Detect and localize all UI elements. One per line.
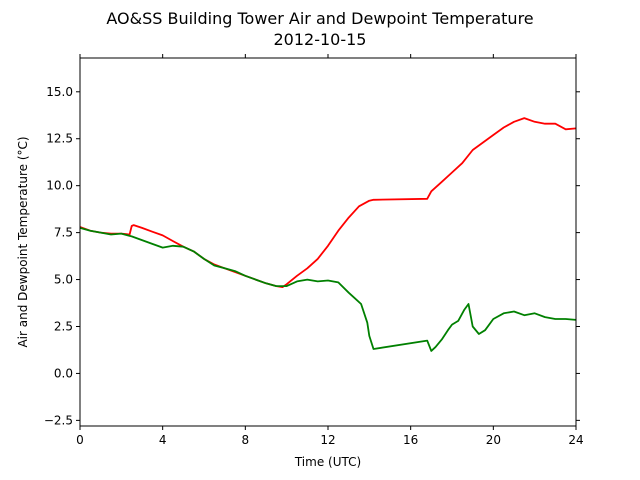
x-axis-ticks: 0 4 8 12 16 20 24	[76, 54, 584, 447]
chart-subtitle: 2012-10-15	[274, 30, 367, 49]
x-tick-label: 4	[159, 433, 167, 447]
y-tick-label: 12.5	[46, 132, 73, 146]
x-tick-label: 24	[568, 433, 583, 447]
series-line-2	[79, 227, 577, 352]
y-axis-ticks: −2.5 0.0 2.5 5.0 7.5 10.0 12.5 15.0	[44, 85, 580, 427]
y-axis-label: Air and Dewpoint Temperature (°C)	[16, 136, 30, 347]
series-line-1	[79, 117, 577, 289]
x-tick-label: 16	[403, 433, 418, 447]
x-axis-label: Time (UTC)	[294, 455, 361, 469]
x-tick-label: 12	[320, 433, 335, 447]
x-tick-label: 8	[242, 433, 250, 447]
y-tick-label: −2.5	[44, 413, 73, 427]
y-tick-label: 7.5	[54, 226, 73, 240]
x-tick-label: 0	[76, 433, 84, 447]
chart-title: AO&SS Building Tower Air and Dewpoint Te…	[106, 9, 533, 28]
plot-frame	[79, 57, 577, 427]
y-tick-label: 10.0	[46, 179, 73, 193]
y-tick-label: 5.0	[54, 273, 73, 287]
y-tick-label: 2.5	[54, 319, 73, 333]
plot-series	[79, 117, 577, 352]
x-tick-label: 20	[486, 433, 501, 447]
y-tick-label: 0.0	[54, 366, 73, 380]
y-tick-label: 15.0	[46, 85, 73, 99]
